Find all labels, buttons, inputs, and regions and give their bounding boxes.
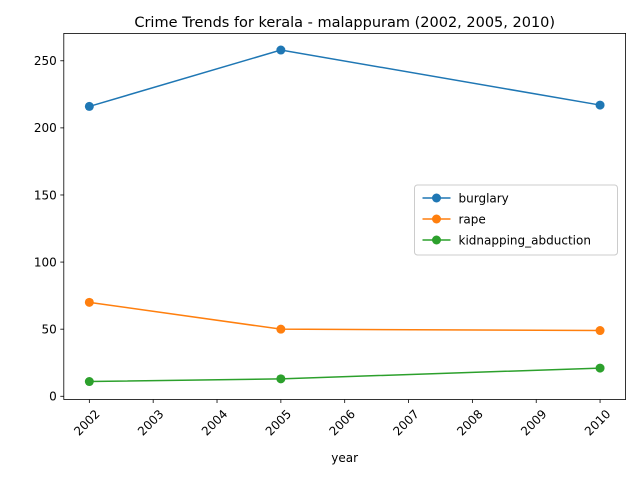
y-tick-label: 0	[49, 390, 57, 404]
legend-marker	[432, 235, 441, 245]
series-line-kidnapping-abduction	[89, 367, 601, 383]
legend-marker	[432, 214, 441, 224]
x-tick-label: 2006	[327, 407, 358, 438]
legend-label-rape: rape	[459, 212, 486, 226]
legend-marker	[432, 193, 441, 203]
x-tick-label: 2002	[71, 407, 102, 438]
data-point-burglary	[595, 100, 605, 110]
series-line-burglary	[89, 49, 601, 108]
y-tick-label: 150	[34, 188, 57, 202]
x-tick-label: 2004	[199, 407, 230, 438]
data-point-kidnapping-abduction	[595, 363, 605, 373]
legend-box	[414, 184, 618, 256]
data-point-rape	[276, 324, 286, 334]
y-tick-label: 100	[34, 255, 57, 269]
x-tick-label: 2008	[454, 407, 485, 438]
x-tick-label: 2010	[582, 407, 613, 438]
data-point-rape	[595, 326, 605, 336]
data-point-kidnapping-abduction	[84, 377, 94, 387]
chart-title: Crime Trends for kerala - malappuram (20…	[134, 15, 555, 31]
data-point-kidnapping-abduction	[276, 374, 286, 384]
x-tick-label: 2005	[263, 407, 294, 438]
y-tick-label: 50	[42, 322, 57, 336]
data-point-burglary	[84, 101, 94, 111]
x-tick-label: 2003	[135, 407, 166, 438]
y-tick-label: 200	[34, 121, 57, 135]
x-tick-label: 2007	[390, 407, 421, 438]
x-axis-title: year	[331, 451, 358, 465]
series-line-rape	[89, 301, 601, 332]
legend-label-kidnapping-abduction: kidnapping_abduction	[459, 233, 591, 247]
data-point-rape	[84, 297, 94, 307]
y-tick-label: 250	[34, 54, 57, 68]
data-point-burglary	[276, 45, 286, 55]
legend: burglary rape kidnapping_abduction	[414, 184, 618, 256]
x-tick-label: 2009	[518, 407, 549, 438]
legend-label-burglary: burglary	[459, 191, 509, 205]
